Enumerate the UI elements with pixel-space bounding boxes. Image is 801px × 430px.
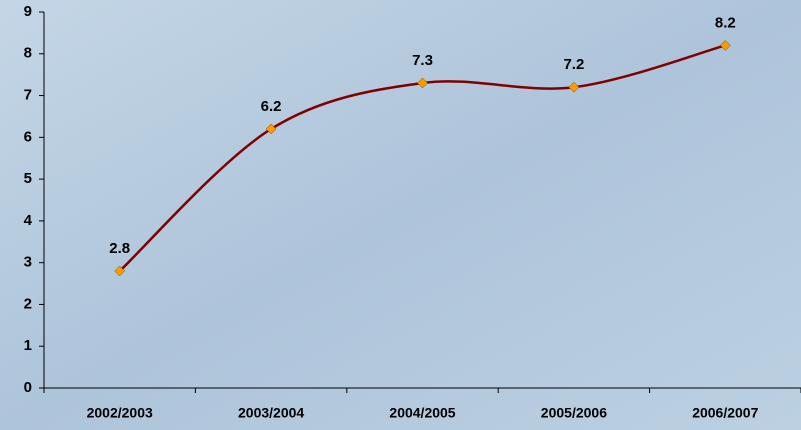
data-label: 2.8 xyxy=(109,240,130,257)
marker xyxy=(114,265,126,277)
y-tick-label: 7 xyxy=(24,87,32,104)
x-tick-label: 2005/2006 xyxy=(541,405,607,421)
x-tick-label: 2004/2005 xyxy=(389,405,455,421)
data-label: 8.2 xyxy=(715,14,736,31)
y-tick-label: 2 xyxy=(24,295,32,312)
y-tick-label: 9 xyxy=(24,3,32,20)
y-tick-label: 5 xyxy=(24,170,32,187)
x-tick-label: 2003/2004 xyxy=(238,405,304,421)
marker xyxy=(568,81,580,93)
y-tick-label: 1 xyxy=(24,337,32,354)
x-tick-label: 2006/2007 xyxy=(692,405,758,421)
x-tick-label: 2002/2003 xyxy=(87,405,153,421)
y-tick-label: 8 xyxy=(24,45,32,62)
data-label: 6.2 xyxy=(261,98,282,115)
data-label: 7.2 xyxy=(563,56,584,73)
y-tick-label: 6 xyxy=(24,128,32,145)
y-tick-label: 0 xyxy=(24,379,32,396)
data-label: 7.3 xyxy=(412,52,433,69)
marker xyxy=(417,77,428,89)
y-tick-label: 4 xyxy=(24,212,33,229)
marker xyxy=(719,40,731,51)
y-tick-label: 3 xyxy=(24,254,32,271)
marker xyxy=(265,123,277,135)
